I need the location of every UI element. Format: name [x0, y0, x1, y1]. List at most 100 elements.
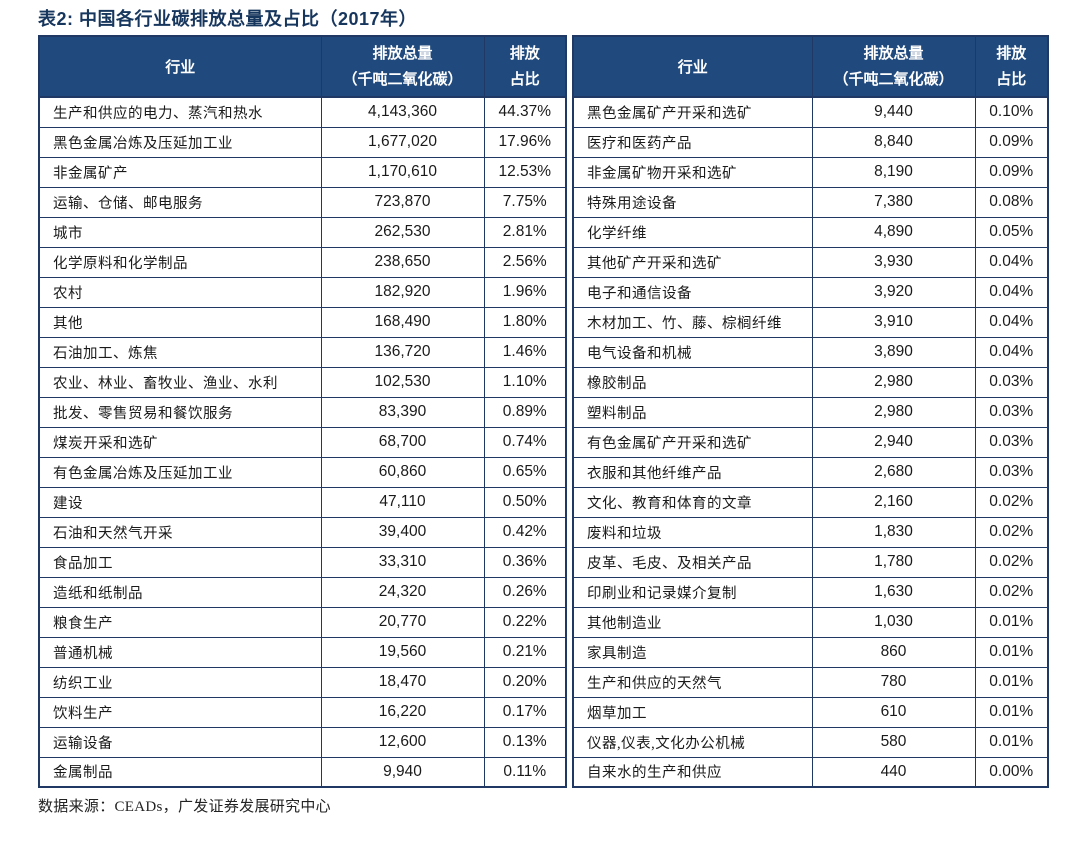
industry-cell: 建设 [38, 486, 322, 518]
table-row: 煤炭开采和选矿 68,700 0.74% [38, 426, 567, 458]
share-cell: 0.03% [974, 456, 1049, 488]
table-row: 皮革、毛皮、及相关产品 1,780 0.02% [572, 546, 1049, 578]
total-emissions-cell: 68,700 [320, 426, 485, 458]
col-header-share: 排放 占比 [974, 35, 1049, 98]
industry-cell: 文化、教育和体育的文章 [572, 486, 813, 518]
table-row: 建设 47,110 0.50% [38, 486, 567, 518]
industry-cell: 造纸和纸制品 [38, 576, 322, 608]
total-emissions-cell: 723,870 [320, 186, 485, 218]
table-row: 饮料生产 16,220 0.17% [38, 696, 567, 728]
header-line: （千吨二氧化碳） [342, 70, 463, 88]
share-cell: 0.36% [483, 546, 567, 578]
share-cell: 0.22% [483, 606, 567, 638]
share-cell: 1.80% [483, 306, 567, 338]
table-row: 衣服和其他纤维产品 2,680 0.03% [572, 456, 1049, 488]
share-cell: 0.01% [974, 666, 1049, 698]
share-cell: 0.02% [974, 486, 1049, 518]
col-header-industry: 行业 [572, 35, 813, 98]
table-row: 其他矿产开采和选矿 3,930 0.04% [572, 246, 1049, 278]
share-cell: 0.20% [483, 666, 567, 698]
industry-cell: 生产和供应的电力、蒸汽和热水 [38, 96, 322, 128]
industry-cell: 运输、仓储、邮电服务 [38, 186, 322, 218]
industry-cell: 非金属矿物开采和选矿 [572, 156, 813, 188]
total-emissions-cell: 238,650 [320, 246, 485, 278]
table-row: 废料和垃圾 1,830 0.02% [572, 516, 1049, 548]
industry-cell: 其他制造业 [572, 606, 813, 638]
table-row: 印刷业和记录媒介复制 1,630 0.02% [572, 576, 1049, 608]
table-row: 橡胶制品 2,980 0.03% [572, 366, 1049, 398]
total-emissions-cell: 47,110 [320, 486, 485, 518]
total-emissions-cell: 8,190 [811, 156, 976, 188]
table-row: 化学纤维 4,890 0.05% [572, 216, 1049, 248]
share-cell: 0.01% [974, 696, 1049, 728]
share-cell: 1.46% [483, 336, 567, 368]
industry-cell: 塑料制品 [572, 396, 813, 428]
table-row: 粮食生产 20,770 0.22% [38, 606, 567, 638]
industry-cell: 医疗和医药产品 [572, 126, 813, 158]
total-emissions-cell: 8,840 [811, 126, 976, 158]
col-header-total-emissions: 排放总量 （千吨二氧化碳） [811, 35, 976, 98]
header-line: 占比 [996, 70, 1027, 88]
total-emissions-cell: 33,310 [320, 546, 485, 578]
table-row: 家具制造 860 0.01% [572, 636, 1049, 668]
total-emissions-cell: 39,400 [320, 516, 485, 548]
industry-cell: 电气设备和机械 [572, 336, 813, 368]
table-row: 特殊用途设备 7,380 0.08% [572, 186, 1049, 218]
total-emissions-cell: 1,030 [811, 606, 976, 638]
total-emissions-cell: 1,677,020 [320, 126, 485, 158]
share-cell: 0.09% [974, 156, 1049, 188]
industry-cell: 木材加工、竹、藤、棕榈纤维 [572, 306, 813, 338]
total-emissions-cell: 2,160 [811, 486, 976, 518]
table-row: 普通机械 19,560 0.21% [38, 636, 567, 668]
header-line: 排放 [996, 44, 1027, 62]
col-header-share: 排放 占比 [483, 35, 567, 98]
total-emissions-cell: 102,530 [320, 366, 485, 398]
total-emissions-cell: 1,170,610 [320, 156, 485, 188]
total-emissions-cell: 262,530 [320, 216, 485, 248]
header-line: 排放总量 [863, 44, 924, 62]
share-cell: 17.96% [483, 126, 567, 158]
industry-cell: 其他矿产开采和选矿 [572, 246, 813, 278]
header-line: 排放总量 [372, 44, 433, 62]
table-row: 纺织工业 18,470 0.20% [38, 666, 567, 698]
share-cell: 0.50% [483, 486, 567, 518]
share-cell: 44.37% [483, 96, 567, 128]
industry-cell: 农村 [38, 276, 322, 308]
share-cell: 12.53% [483, 156, 567, 188]
share-cell: 0.02% [974, 546, 1049, 578]
industry-cell: 金属制品 [38, 756, 322, 788]
industry-cell: 有色金属冶炼及压延加工业 [38, 456, 322, 488]
total-emissions-cell: 9,940 [320, 756, 485, 788]
emissions-table-right: 行业 排放总量 （千吨二氧化碳） 排放 占比 黑色金属矿产开采和选矿 9,440 0… [572, 35, 1049, 788]
share-cell: 2.81% [483, 216, 567, 248]
industry-cell: 食品加工 [38, 546, 322, 578]
table-row: 生产和供应的电力、蒸汽和热水 4,143,360 44.37% [38, 96, 567, 128]
total-emissions-cell: 610 [811, 696, 976, 728]
table-row: 烟草加工 610 0.01% [572, 696, 1049, 728]
industry-cell: 自来水的生产和供应 [572, 756, 813, 788]
table-row: 农村 182,920 1.96% [38, 276, 567, 308]
header-line: 排放 [509, 44, 540, 62]
table-row: 运输、仓储、邮电服务 723,870 7.75% [38, 186, 567, 218]
industry-cell: 煤炭开采和选矿 [38, 426, 322, 458]
total-emissions-cell: 2,980 [811, 396, 976, 428]
table-row: 食品加工 33,310 0.36% [38, 546, 567, 578]
share-cell: 0.42% [483, 516, 567, 548]
total-emissions-cell: 9,440 [811, 96, 976, 128]
share-cell: 0.03% [974, 396, 1049, 428]
total-emissions-cell: 1,630 [811, 576, 976, 608]
table-row: 仪器,仪表,文化办公机械 580 0.01% [572, 726, 1049, 758]
share-cell: 1.10% [483, 366, 567, 398]
table-row: 城市 262,530 2.81% [38, 216, 567, 248]
industry-cell: 家具制造 [572, 636, 813, 668]
table-row: 黑色金属冶炼及压延加工业 1,677,020 17.96% [38, 126, 567, 158]
table-row: 医疗和医药产品 8,840 0.09% [572, 126, 1049, 158]
share-cell: 0.09% [974, 126, 1049, 158]
industry-cell: 饮料生产 [38, 696, 322, 728]
industry-cell: 非金属矿产 [38, 156, 322, 188]
share-cell: 0.08% [974, 186, 1049, 218]
total-emissions-cell: 780 [811, 666, 976, 698]
share-cell: 0.17% [483, 696, 567, 728]
total-emissions-cell: 7,380 [811, 186, 976, 218]
industry-cell: 化学纤维 [572, 216, 813, 248]
